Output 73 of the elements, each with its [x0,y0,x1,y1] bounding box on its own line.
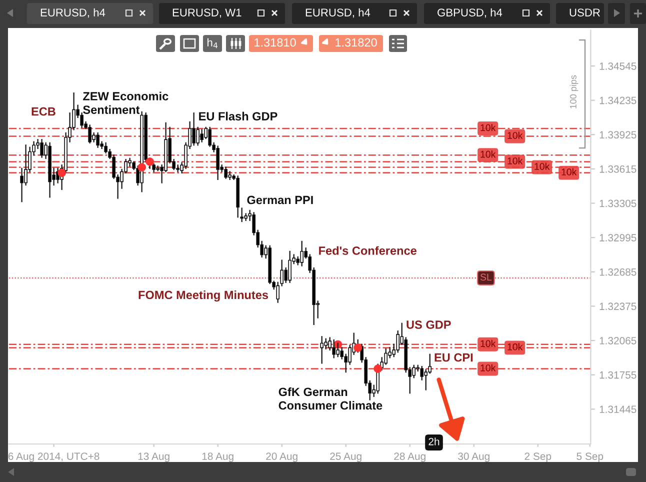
y-tick-label: 1.34545 [600,62,636,70]
annotation: 1.31820 [336,38,377,47]
y-tick-label: 1.32685 [600,268,636,276]
text: GBPUSD, h4 [438,8,502,18]
candlestick [420,366,424,380]
candlestick [20,168,24,202]
y-tick-label: 1.33925 [600,131,636,138]
x-tick-label: 28 Aug [394,452,426,462]
candlestick [200,129,204,142]
annotation: ZEW Economic Sentiment [83,92,168,114]
x-tick-label: 2 Sep [524,452,552,462]
y-tick-label: 1.33615 [600,165,636,173]
annotation: 100 pips [570,75,578,108]
annotation: FOMC Meeting Minutes [138,290,268,302]
candlestick [288,250,292,283]
y-tick-label: 1.32995 [600,234,636,242]
x-tick-label: 6 Aug 2014, UTC+8 [8,452,100,462]
y-tick-label: 1.31445 [600,406,636,414]
candlestick [96,132,100,148]
candlestick [320,336,324,364]
x-tick-label: 20 Aug [266,452,298,462]
candlestick [300,240,304,266]
point [146,158,154,166]
ref-line-label: 10k [480,124,496,132]
candlestick [40,139,44,158]
x-tick-label: 13 Aug [138,452,170,462]
y-tick-label: 1.33305 [600,200,636,208]
x-tick-label: 30 Aug [458,452,490,462]
ref-line-label: 10k [480,340,496,347]
annotation: EU Flash GDP [199,112,278,120]
ref-line-label: 10k [480,150,496,158]
annotation: German PPI [247,196,313,204]
ref-line-label: SL [480,274,492,281]
annotation: GfK German Consumer Climate [278,387,382,410]
annotation: 2h [428,438,440,446]
annotation: US GDP [406,320,451,329]
annotation: ECB [32,107,56,116]
candlestick [216,146,220,180]
text: EURUSD, W1 [172,8,242,18]
point [58,168,66,177]
candlestick [208,126,212,147]
candlestick [396,330,400,353]
point [374,364,382,373]
x-tick-label: 25 Aug [330,452,362,462]
ref-line-label: 10k [562,168,577,176]
candlestick [104,142,108,154]
candlestick [88,124,92,144]
text: USDR [570,8,600,16]
text: EURUSD, h4 [40,8,106,18]
x-tick-label: 5 Sep [576,452,604,462]
ref-line-label: 10k [508,343,523,350]
annotation: h$_{4}$ [207,38,218,48]
point [354,344,362,352]
y-tick-label: 1.34235 [600,96,636,104]
candlestick [424,369,428,390]
ref-line-label: 10k [508,132,523,139]
point [138,163,146,172]
ref-line-label: 10k [508,157,523,164]
x-tick-label: 18 Aug [202,452,234,462]
text: EURUSD, h4 [306,8,370,18]
ref-line-label: 10k [534,162,550,170]
candlestick [332,339,336,358]
candlestick [196,126,200,146]
y-tick-label: 1.32065 [600,337,636,344]
annotation: 1.31810 [254,38,296,47]
candlestick [336,342,340,358]
y-tick-label: 1.32375 [600,302,636,310]
y-tick-label: 1.31755 [600,371,636,379]
candlestick [224,166,228,179]
annotation: Fed's Conference [319,246,416,255]
candlestick [192,112,196,146]
ref-line-label: 10k [480,364,496,372]
annotation: EU CPI [434,353,473,362]
